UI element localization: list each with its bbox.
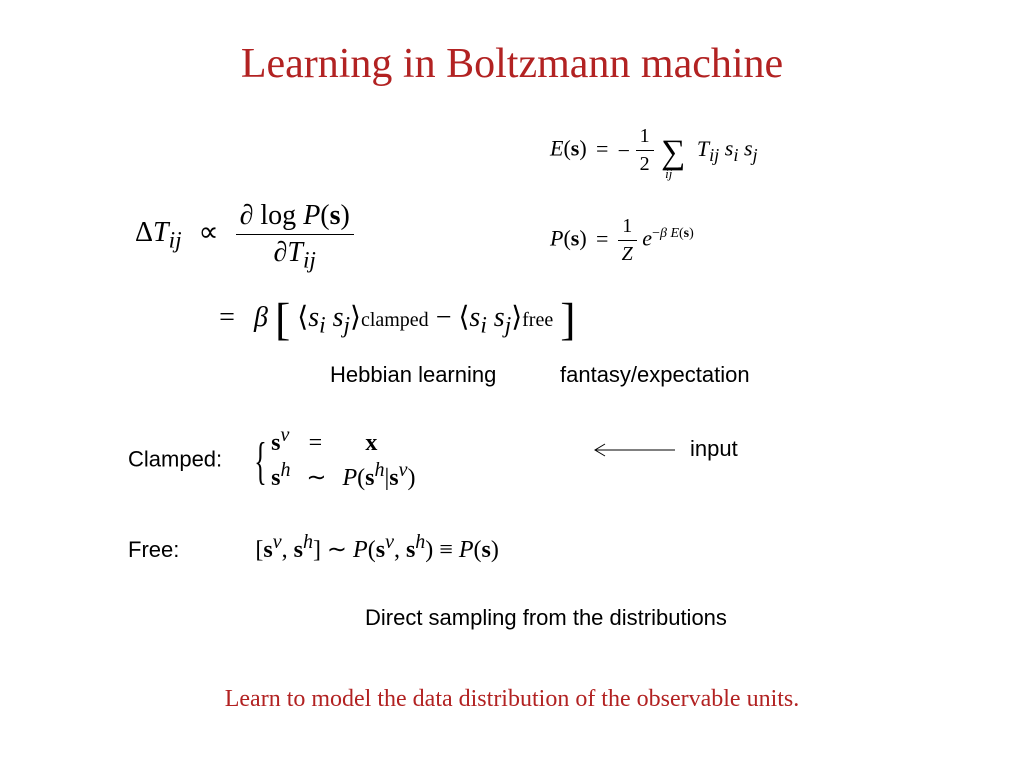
- delta-t-line1: ΔTij ∝ ∂ log P(s) ∂Tij: [135, 200, 354, 269]
- input-annotation: input: [690, 436, 738, 462]
- clamped-label: Clamped:: [128, 447, 222, 472]
- clamped-block: Clamped: { sv = x sh ∼ P(sh|sv): [128, 430, 416, 492]
- free-block: Free: [sv, sh] ∼ P(sv, sh) ≡ P(s): [128, 535, 499, 564]
- hebbian-annotation: Hebbian learning: [330, 362, 496, 388]
- sampling-annotation: Direct sampling from the distributions: [365, 605, 727, 631]
- probability-equation: P(s) = 1 Z e−β E(s): [550, 215, 694, 266]
- delta-t-line2: = β [ ⟨si sj⟩clamped − ⟨si sj⟩free ]: [207, 300, 576, 334]
- fantasy-annotation: fantasy/expectation: [560, 362, 750, 388]
- input-arrow-icon: [590, 440, 680, 460]
- free-label: Free:: [128, 537, 179, 562]
- energy-equation: E(s) = − 1 2 ∑ ij Tij si sj: [550, 125, 758, 176]
- footer-text: Learn to model the data distribution of …: [0, 686, 1024, 713]
- slide-title: Learning in Boltzmann machine: [0, 40, 1024, 88]
